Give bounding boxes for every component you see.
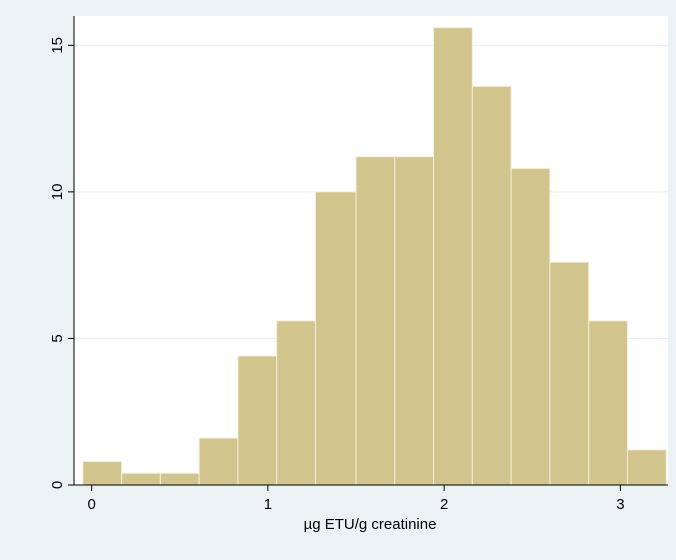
x-tick-label: 1	[264, 496, 272, 513]
histogram-bar	[159, 472, 200, 486]
histogram-bar	[198, 437, 239, 486]
histogram-bar	[394, 156, 435, 486]
histogram-bar	[549, 261, 590, 486]
x-axis-label: µg ETU/g creatinine	[304, 516, 437, 533]
histogram-bar	[433, 27, 473, 486]
histogram-bar	[588, 320, 628, 486]
x-ticks: 0 1 2 3	[87, 485, 625, 513]
x-tick-label: 0	[87, 496, 95, 513]
histogram-bar	[121, 472, 161, 486]
histogram-bar	[314, 191, 357, 486]
x-tick-label: 2	[440, 496, 448, 513]
histogram-bar	[276, 320, 316, 486]
y-ticks: 0 5 10 15	[49, 37, 74, 489]
histogram-bar	[355, 156, 396, 486]
histogram-bar	[626, 449, 667, 486]
histogram-bar	[82, 461, 123, 486]
y-tick-label: 5	[49, 334, 66, 342]
histogram-bar	[237, 355, 278, 486]
histogram-bar	[510, 167, 551, 486]
axes	[73, 16, 668, 486]
y-tick-label: 0	[49, 481, 66, 489]
bars	[82, 27, 667, 486]
histogram-bar	[471, 85, 512, 486]
y-tick-label: 10	[49, 184, 66, 201]
x-tick-label: 3	[616, 496, 624, 513]
y-tick-label: 15	[49, 37, 66, 54]
